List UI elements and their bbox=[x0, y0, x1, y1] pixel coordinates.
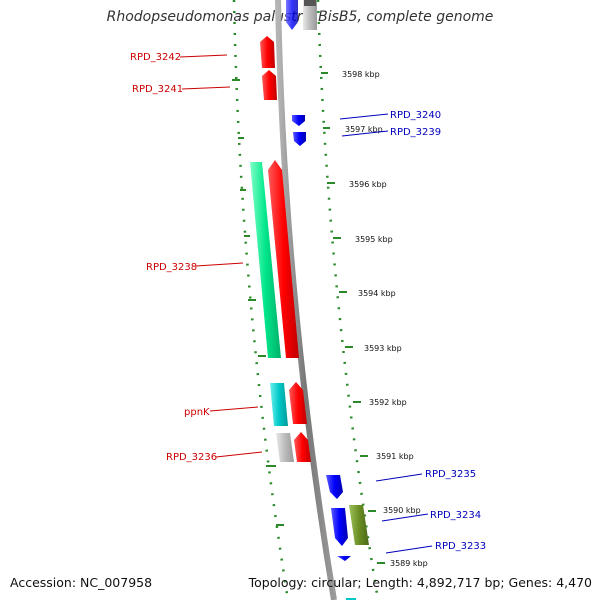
feature-top-gray bbox=[303, 0, 317, 30]
scale-label: 3598 kbp bbox=[342, 70, 380, 79]
outer-right-dotted-guide bbox=[316, 0, 380, 600]
scale-label: 3596 kbp bbox=[349, 180, 387, 189]
gene-rpd-3234 bbox=[331, 508, 348, 546]
gene-red-near-rpd-3236 bbox=[294, 432, 311, 462]
gene-red-near-ppnk bbox=[289, 382, 307, 424]
map-title: Rhodopseudomonas palustris BisB5, comple… bbox=[106, 9, 494, 25]
left-ticks bbox=[232, 79, 284, 526]
scale-label: 3597 kbp bbox=[345, 125, 383, 134]
scale-labels: 3598 kbp 3597 kbp 3596 kbp 3595 kbp 3594… bbox=[342, 70, 428, 568]
outer-left-dotted-guide bbox=[232, 0, 290, 600]
scale-label: 3592 kbp bbox=[369, 398, 407, 407]
gene-rpd-3241 bbox=[262, 70, 277, 100]
gene-label-rpd-3242[interactable]: RPD_3242 bbox=[130, 52, 181, 63]
scale-label: 3595 kbp bbox=[355, 235, 393, 244]
scale-label: 3594 kbp bbox=[358, 289, 396, 298]
gene-label-rpd-3234[interactable]: RPD_3234 bbox=[430, 510, 481, 521]
scale-label: 3593 kbp bbox=[364, 344, 402, 353]
scale-label: 3591 kbp bbox=[376, 452, 414, 461]
genome-backbone bbox=[275, 0, 337, 600]
gene-label-ppnk[interactable]: ppnK bbox=[184, 407, 210, 418]
scale-label: 3589 kbp bbox=[390, 559, 428, 568]
scale-label: 3590 kbp bbox=[383, 506, 421, 515]
accession-text: Accession: NC_007958 bbox=[10, 575, 153, 590]
feature-top-dark bbox=[304, 0, 316, 6]
gene-rpd-3238 bbox=[268, 160, 299, 358]
left-gene-labels: RPD_3242 RPD_3241 RPD_3238 ppnK RPD_3236 bbox=[130, 52, 263, 463]
gene-label-rpd-3240[interactable]: RPD_3240 bbox=[390, 110, 441, 121]
gene-teal-long bbox=[250, 162, 281, 358]
gene-rpd-3236 bbox=[276, 433, 294, 462]
gene-label-rpd-3233[interactable]: RPD_3233 bbox=[435, 541, 486, 552]
gene-label-rpd-3239[interactable]: RPD_3239 bbox=[390, 127, 441, 138]
right-gene-labels: RPD_3240 RPD_3239 RPD_3235 RPD_3234 RPD_… bbox=[339, 110, 486, 554]
gene-label-rpd-3238[interactable]: RPD_3238 bbox=[146, 262, 197, 273]
gene-olive bbox=[349, 505, 369, 545]
gene-rpd-3235 bbox=[326, 475, 343, 499]
gene-rpd-3240 bbox=[292, 115, 305, 126]
gene-label-rpd-3236[interactable]: RPD_3236 bbox=[166, 452, 217, 463]
right-ticks bbox=[321, 72, 385, 564]
gene-ppnk bbox=[270, 383, 288, 426]
gene-rpd-3233 bbox=[337, 556, 351, 561]
feature-top-blue bbox=[286, 0, 298, 30]
genome-summary-text: Topology: circular; Length: 4,892,717 bp… bbox=[248, 575, 592, 590]
gene-label-rpd-3235[interactable]: RPD_3235 bbox=[425, 469, 476, 480]
gene-rpd-3239 bbox=[293, 132, 306, 146]
gene-label-rpd-3241[interactable]: RPD_3241 bbox=[132, 84, 183, 95]
gene-rpd-3242 bbox=[260, 36, 275, 68]
